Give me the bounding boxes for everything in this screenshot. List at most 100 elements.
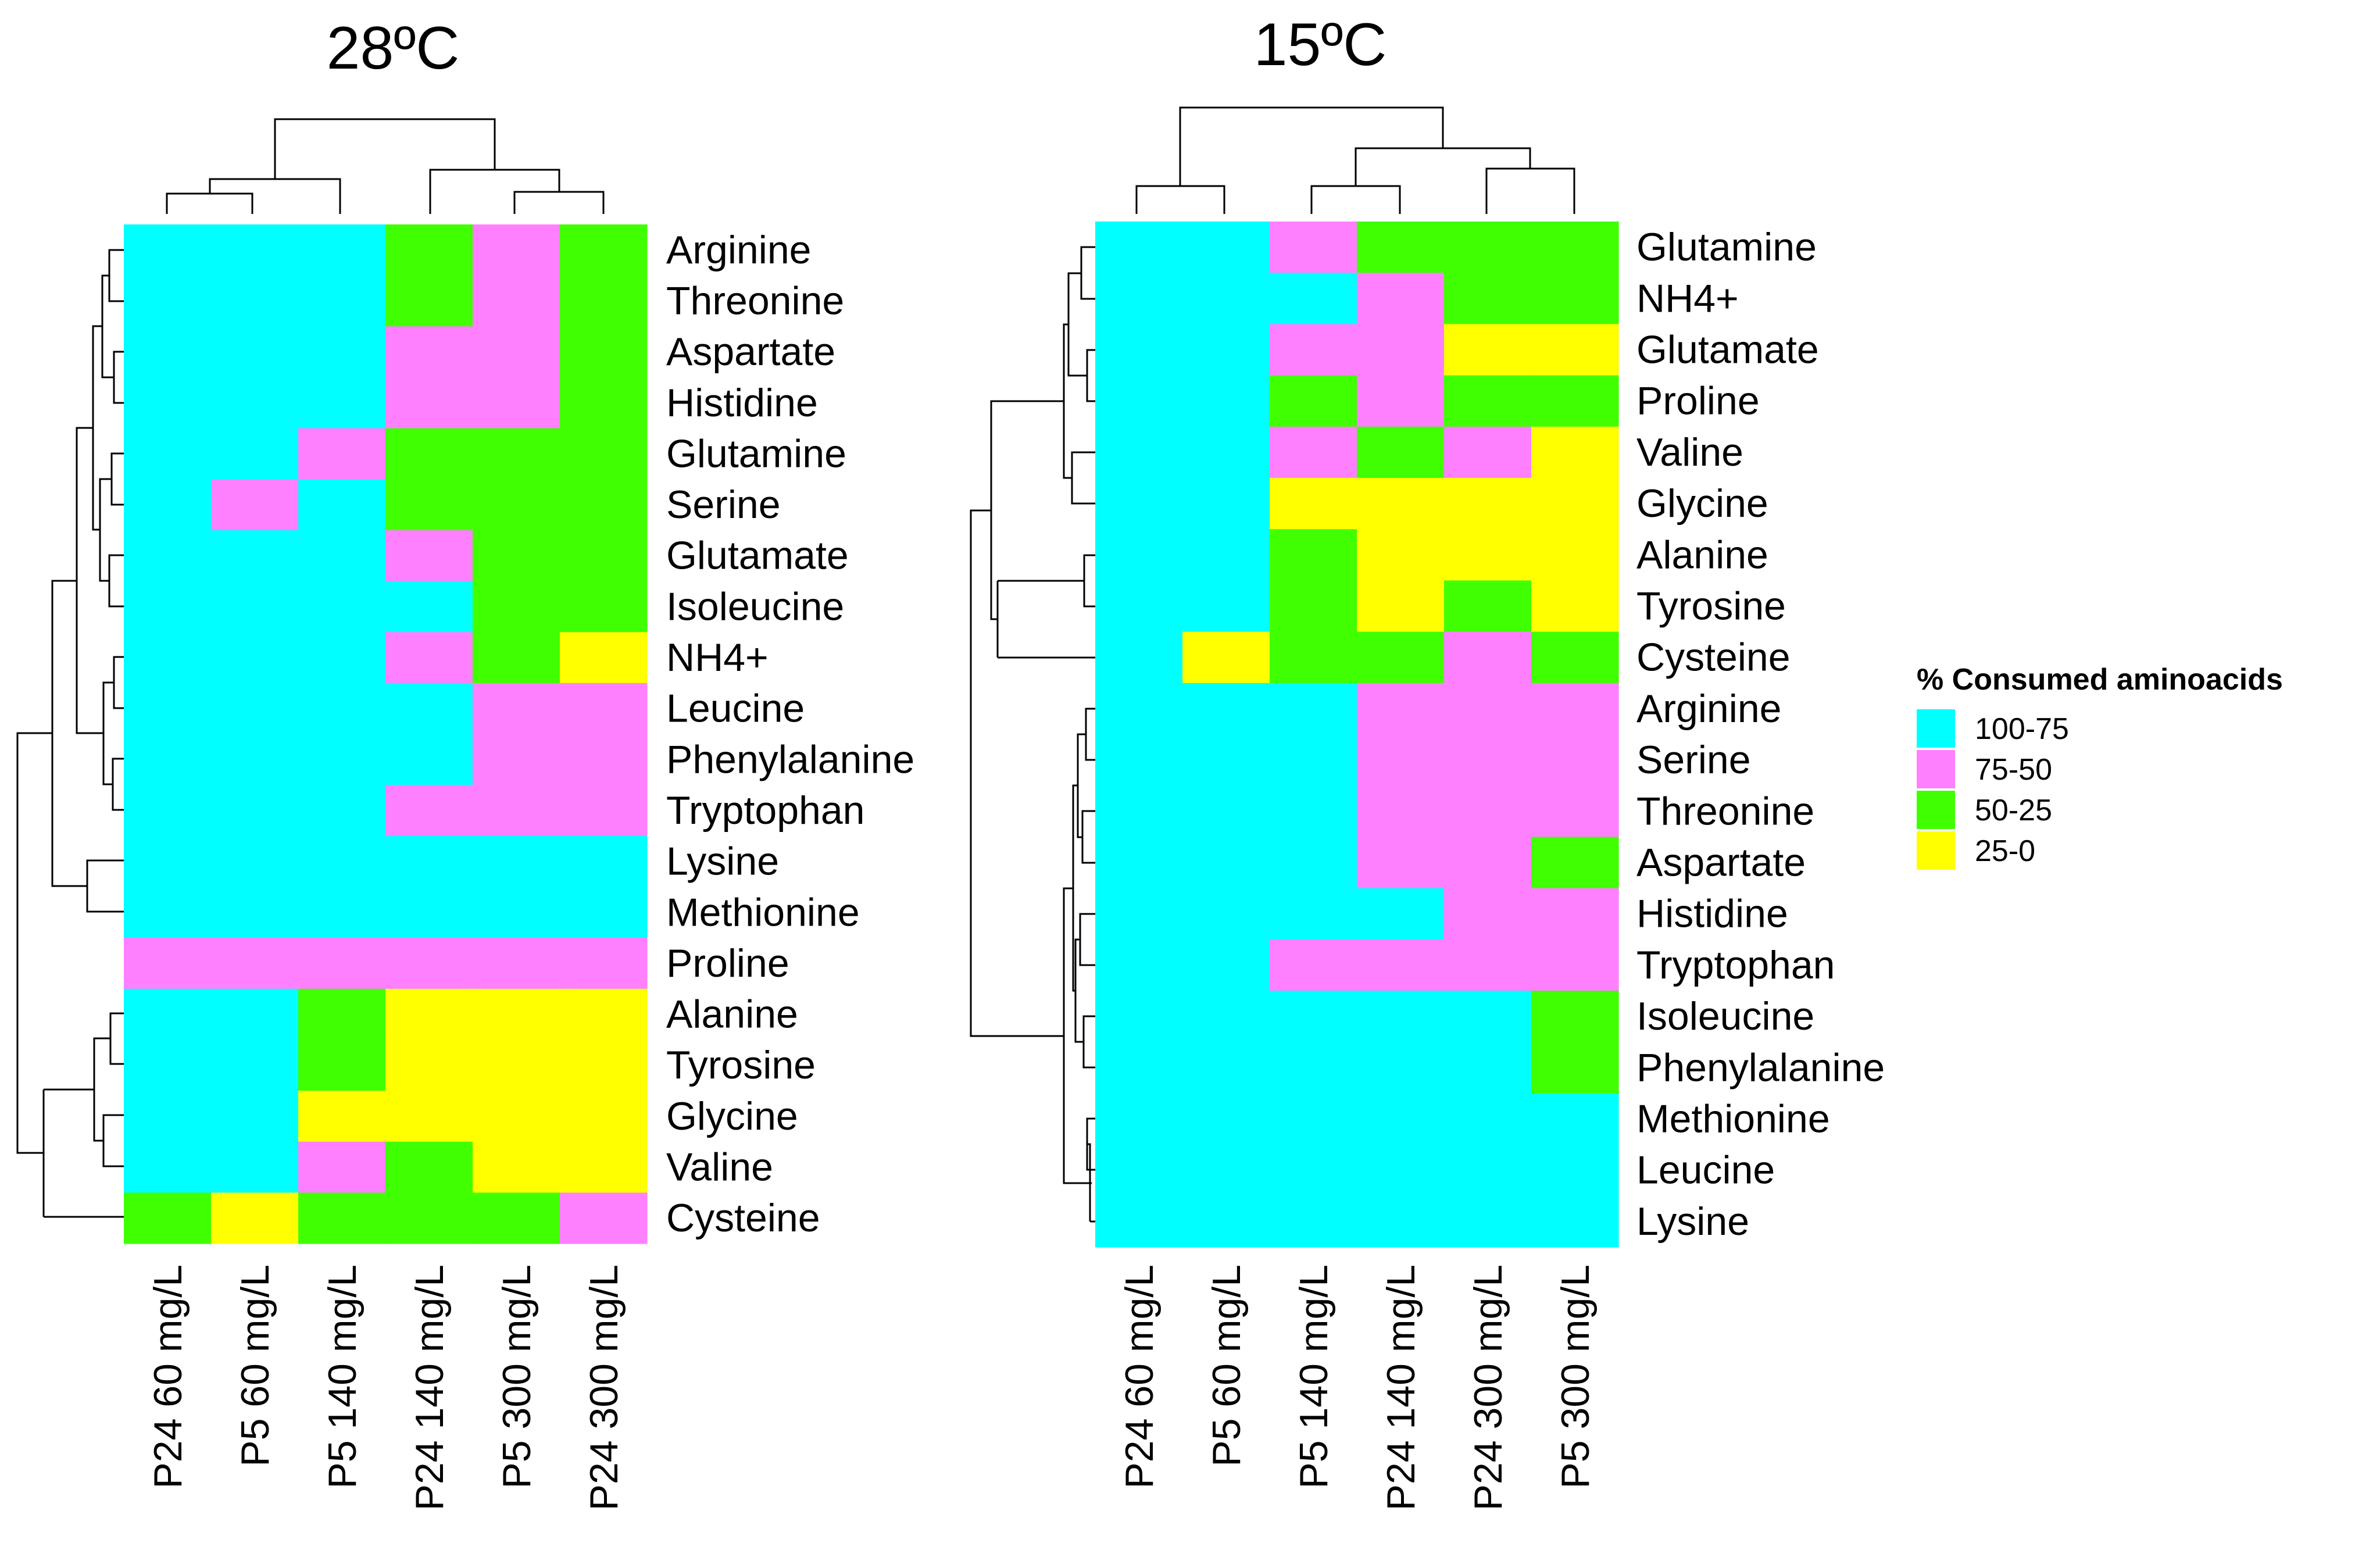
heatmap-28c-column-labels: P24 60 mg/L P5 60 mg/L P5 140 mg/L P24 140 … xyxy=(146,1265,626,1510)
cell-lysine-p24-140-mg-l xyxy=(385,835,473,888)
cell-valine-p24-60-mg-l xyxy=(124,1141,212,1193)
cell-methionine-p24-140-mg-l xyxy=(385,887,473,938)
cell-phenylalanine-p5-140-mg-l xyxy=(1270,1042,1357,1094)
cell-alanine-p24-300-mg-l xyxy=(1444,529,1532,581)
cell-tyrosine-p24-140-mg-l xyxy=(1357,580,1445,633)
cell-glutamine-p24-60-mg-l xyxy=(1095,222,1183,273)
row-label-phenylalanine: Phenylalanine xyxy=(1636,1045,1885,1090)
cell-glutamate-p5-300-mg-l xyxy=(1531,324,1619,376)
cell-valine-p5-300-mg-l xyxy=(1531,426,1619,478)
cell-tyrosine-p5-60-mg-l xyxy=(1182,580,1270,633)
cell-aspartate-p24-60-mg-l xyxy=(124,326,212,378)
cell-threonine-p5-140-mg-l xyxy=(1270,785,1357,837)
cell-tyrosine-p5-140-mg-l xyxy=(1270,580,1357,633)
cell-isoleucine-p24-140-mg-l xyxy=(1357,991,1445,1042)
cell-phenylalanine-p5-300-mg-l xyxy=(1531,1042,1619,1094)
cell-lysine-p5-140-mg-l xyxy=(1270,1195,1357,1248)
cell-glycine-p24-300-mg-l xyxy=(560,1091,648,1142)
row-label-glycine: Glycine xyxy=(1636,481,1768,526)
cell-glutamine-p24-140-mg-l xyxy=(1357,222,1445,273)
cell-leucine-p5-140-mg-l xyxy=(298,683,386,735)
heatmap-28c-cells xyxy=(124,224,648,1244)
cell-lysine-p5-300-mg-l xyxy=(473,835,560,888)
cell-nh4-p5-300-mg-l xyxy=(473,632,560,684)
row-label-serine: Serine xyxy=(666,483,781,527)
cell-serine-p5-60-mg-l xyxy=(211,479,299,531)
cell-proline-p5-60-mg-l xyxy=(1182,375,1270,427)
cell-isoleucine-p24-60-mg-l xyxy=(124,581,212,633)
title-28c: 28ºC xyxy=(327,15,460,82)
cell-aspartate-p24-300-mg-l xyxy=(560,326,648,378)
cell-tryptophan-p24-140-mg-l xyxy=(385,785,473,837)
cell-glycine-p5-60-mg-l xyxy=(211,1091,299,1142)
column-label-p24-300-mg-l: P24 300 mg/L xyxy=(582,1265,626,1510)
cell-leucine-p24-60-mg-l xyxy=(124,683,212,735)
cell-histidine-p24-140-mg-l xyxy=(385,377,473,429)
cell-histidine-p5-140-mg-l xyxy=(298,377,386,429)
row-label-histidine: Histidine xyxy=(1636,892,1788,936)
cell-glutamine-p24-300-mg-l xyxy=(1444,222,1532,273)
cell-glutamine-p24-140-mg-l xyxy=(385,428,473,480)
column-label-p5-140-mg-l: P5 140 mg/L xyxy=(320,1265,364,1489)
cell-histidine-p24-60-mg-l xyxy=(124,377,212,429)
cell-nh4-p5-60-mg-l xyxy=(211,632,299,684)
cell-aspartate-p5-60-mg-l xyxy=(1182,837,1270,889)
cell-cysteine-p5-300-mg-l xyxy=(473,1192,560,1244)
cell-threonine-p24-140-mg-l xyxy=(1357,785,1445,837)
cell-phenylalanine-p24-140-mg-l xyxy=(1357,1042,1445,1094)
cell-glutamine-p5-300-mg-l xyxy=(1531,222,1619,273)
heatmap-15c-column-labels: P24 60 mg/L P5 60 mg/L P5 140 mg/L P24 140 … xyxy=(1117,1265,1598,1510)
row-label-glycine: Glycine xyxy=(666,1094,798,1138)
cell-threonine-p24-60-mg-l xyxy=(1095,785,1183,837)
cell-tyrosine-p5-140-mg-l xyxy=(298,1040,386,1091)
row-label-tryptophan: Tryptophan xyxy=(666,788,864,833)
cell-valine-p5-60-mg-l xyxy=(211,1141,299,1193)
cell-cysteine-p24-60-mg-l xyxy=(1095,631,1183,684)
cell-histidine-p5-300-mg-l xyxy=(473,377,560,429)
cell-histidine-p5-60-mg-l xyxy=(1182,888,1270,940)
row-label-histidine: Histidine xyxy=(666,381,818,425)
column-dendrogram-28c xyxy=(166,118,605,214)
cell-proline-p24-60-mg-l xyxy=(124,938,212,990)
cell-threonine-p24-60-mg-l xyxy=(124,275,212,327)
cell-tryptophan-p5-300-mg-l xyxy=(1531,939,1619,991)
cell-glycine-p5-300-mg-l xyxy=(473,1091,560,1142)
cell-alanine-p24-60-mg-l xyxy=(124,988,212,1040)
cell-nh4-p5-300-mg-l xyxy=(1531,273,1619,324)
row-label-aspartate: Aspartate xyxy=(666,330,835,374)
cell-glutamate-p5-60-mg-l xyxy=(211,530,299,582)
cell-tryptophan-p5-60-mg-l xyxy=(1182,939,1270,991)
cell-phenylalanine-p24-300-mg-l xyxy=(560,734,648,785)
cell-leucine-p5-140-mg-l xyxy=(1270,1144,1357,1196)
row-label-cysteine: Cysteine xyxy=(1636,635,1791,680)
legend-swatch-100-75 xyxy=(1917,709,1955,748)
cell-methionine-p24-300-mg-l xyxy=(1444,1093,1532,1145)
cell-tyrosine-p24-300-mg-l xyxy=(1444,580,1532,633)
cell-leucine-p5-300-mg-l xyxy=(473,683,560,735)
cell-tyrosine-p24-60-mg-l xyxy=(124,1040,212,1091)
legend-label-75-50: 75-50 xyxy=(1975,753,2052,787)
cell-valine-p24-140-mg-l xyxy=(1357,426,1445,478)
cell-cysteine-p5-60-mg-l xyxy=(1182,631,1270,684)
cell-arginine-p24-140-mg-l xyxy=(1357,683,1445,735)
cell-methionine-p24-300-mg-l xyxy=(560,887,648,938)
cell-tryptophan-p24-60-mg-l xyxy=(124,785,212,837)
cell-phenylalanine-p24-140-mg-l xyxy=(385,734,473,785)
row-label-leucine: Leucine xyxy=(1636,1148,1775,1192)
row-label-aspartate: Aspartate xyxy=(1636,841,1806,885)
cell-serine-p24-60-mg-l xyxy=(1095,734,1183,786)
cell-valine-p5-140-mg-l xyxy=(298,1141,386,1193)
cell-aspartate-p5-300-mg-l xyxy=(1531,837,1619,889)
cell-glutamate-p5-300-mg-l xyxy=(473,530,560,582)
cell-serine-p5-140-mg-l xyxy=(298,479,386,531)
cell-arginine-p24-140-mg-l xyxy=(385,224,473,276)
cell-glutamate-p5-140-mg-l xyxy=(298,530,386,582)
cell-serine-p24-300-mg-l xyxy=(560,479,648,531)
cell-glutamine-p5-300-mg-l xyxy=(473,428,560,480)
cell-tyrosine-p5-60-mg-l xyxy=(211,1040,299,1091)
legend-title: % Consumed aminoacids xyxy=(1917,663,2283,697)
cell-cysteine-p24-300-mg-l xyxy=(1444,631,1532,684)
row-label-glutamate: Glutamate xyxy=(666,534,849,578)
column-label-p24-300-mg-l: P24 300 mg/L xyxy=(1466,1265,1510,1510)
